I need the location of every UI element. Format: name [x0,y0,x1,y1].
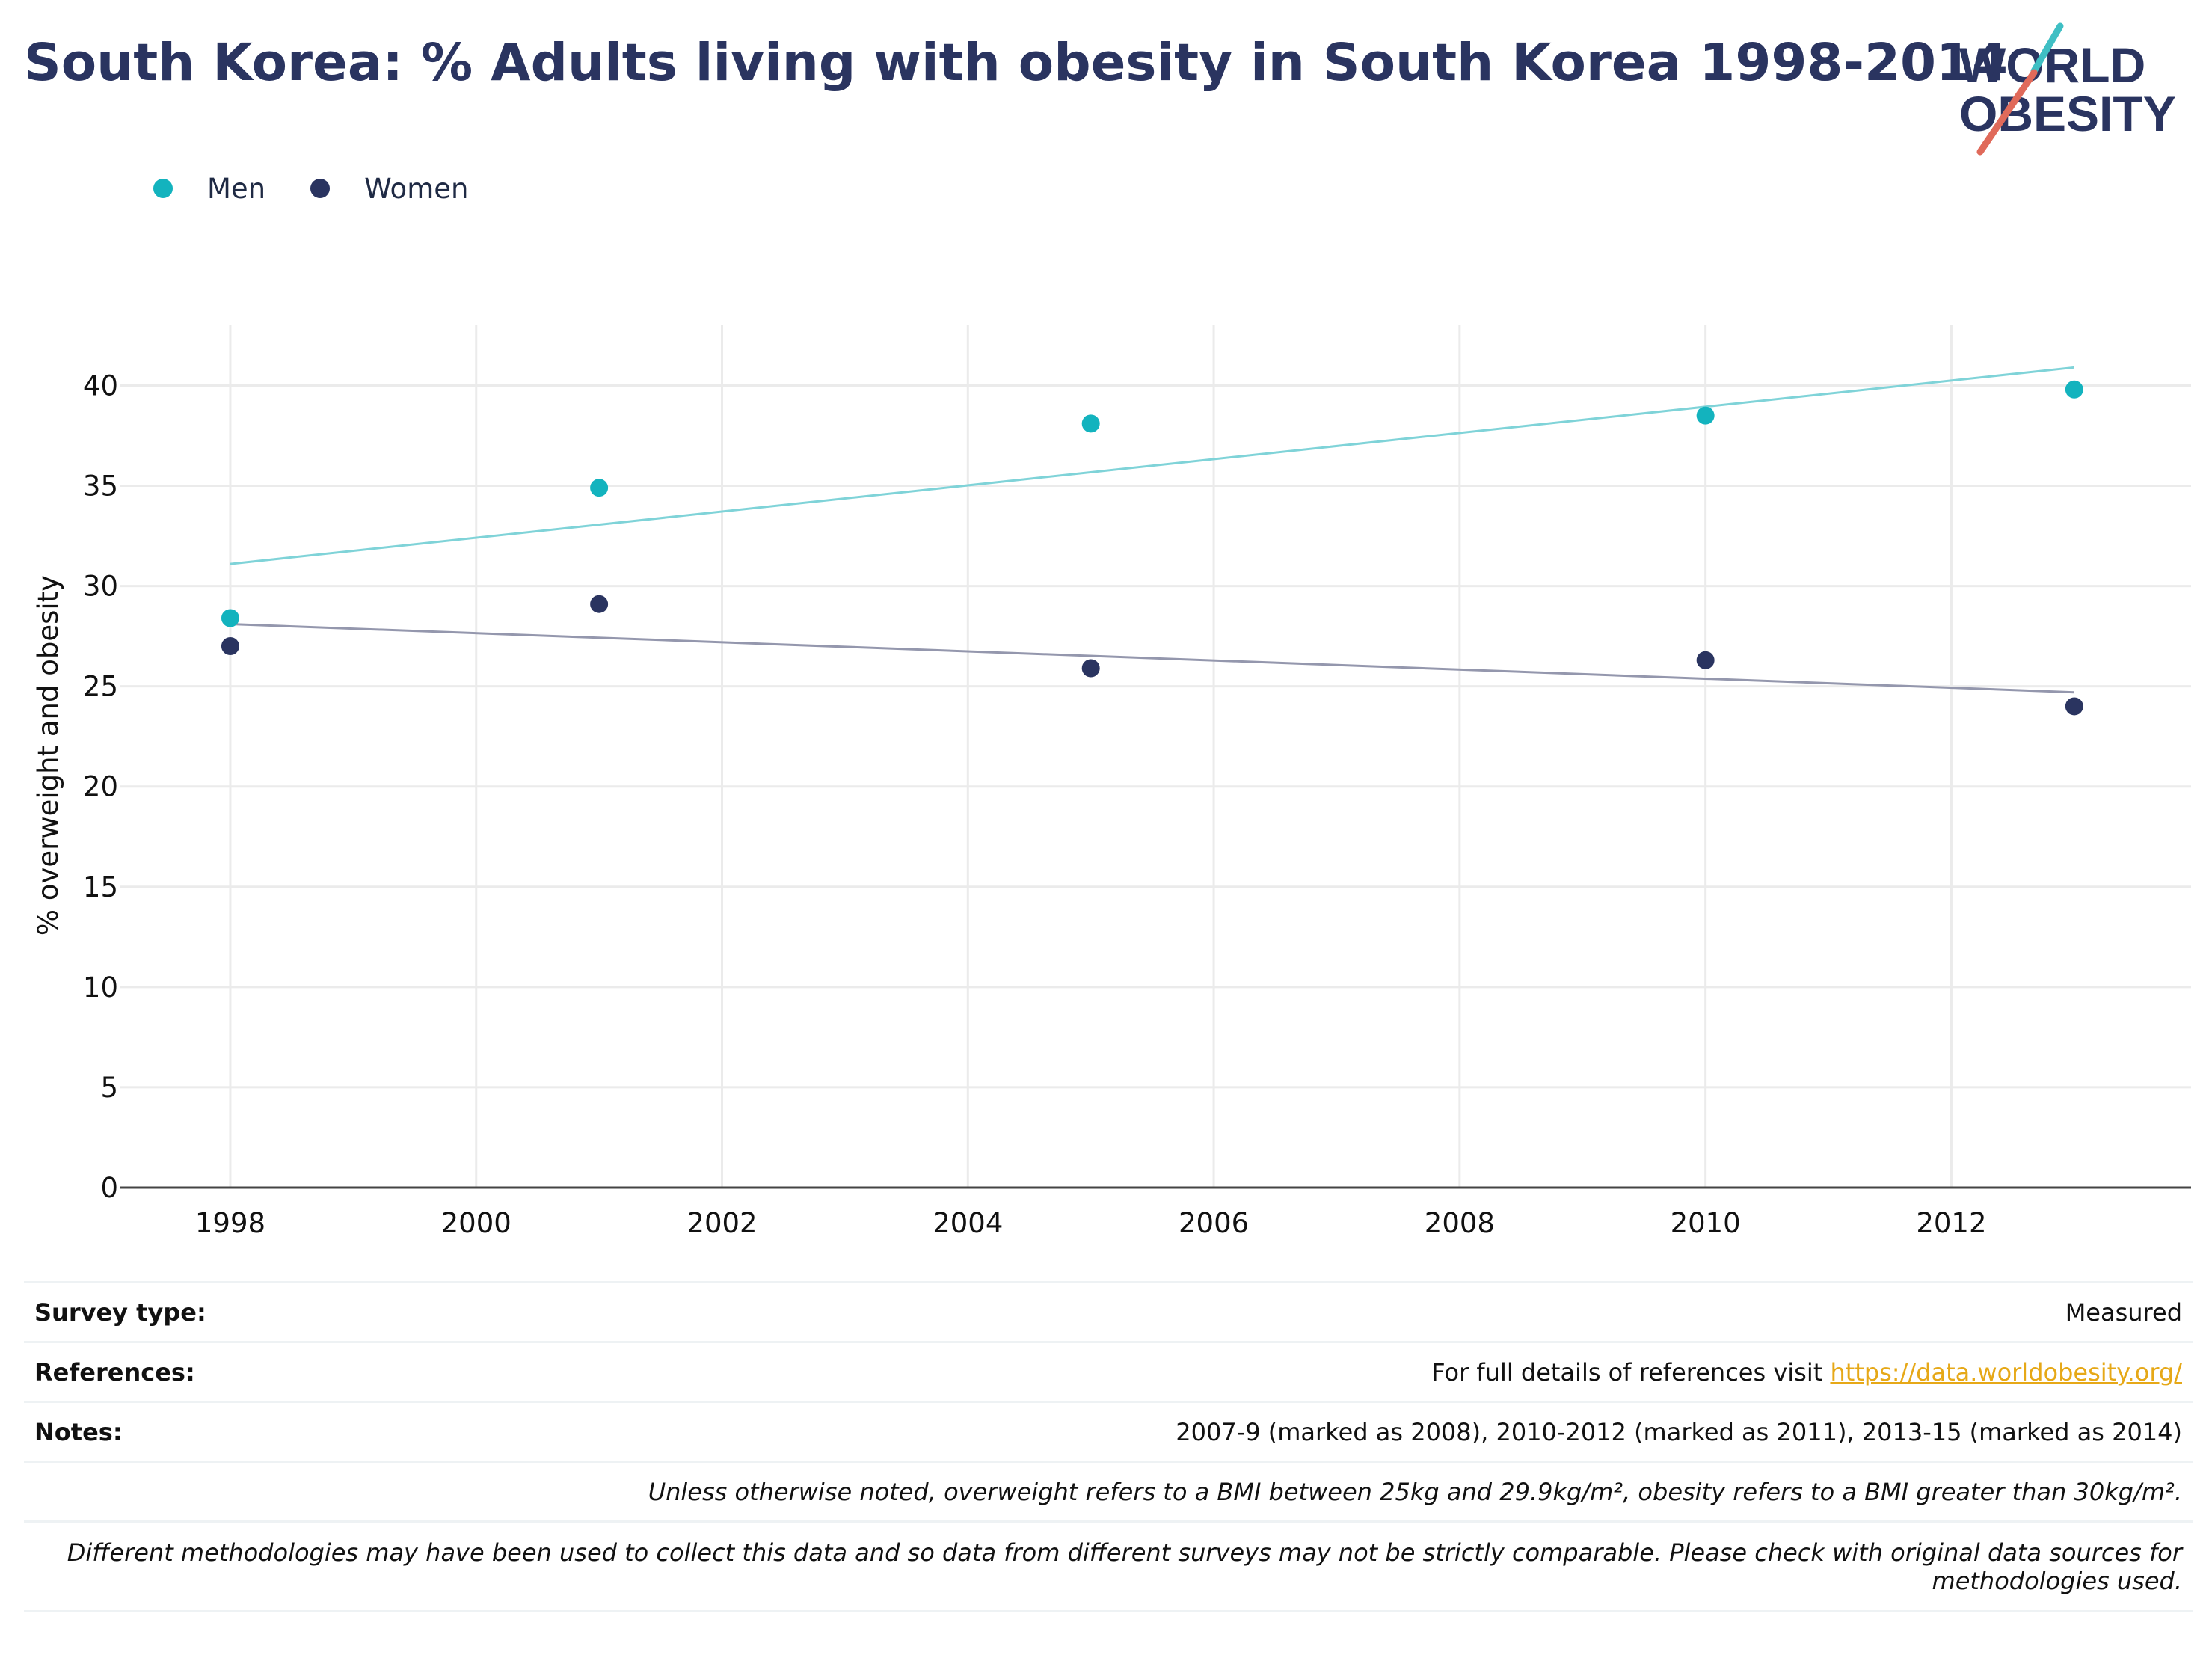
references-value: For full details of references visit htt… [1431,1358,2193,1387]
y-tick-label: 5 [100,1072,118,1104]
notes-row: Notes: 2007-9 (marked as 2008), 2010-201… [24,1401,2193,1461]
legend-marker-women [310,179,331,198]
references-label: References: [34,1357,195,1387]
data-point-men [1081,414,1100,433]
logo-slash-teal [2030,22,2064,75]
survey-type-label: Survey type: [34,1298,206,1327]
data-point-men [1696,406,1715,425]
x-tick-label: 2000 [441,1207,511,1239]
method-note: Different methodologies may have been us… [67,1538,2182,1595]
method-note-row: Different methodologies may have been us… [24,1520,2193,1612]
y-tick-label: 10 [83,971,118,1004]
data-point-men [221,609,239,627]
trend-line-men [230,366,2074,565]
legend-item-men[interactable]: Men [153,173,265,205]
logo-text-world: WORLD [1959,37,2145,93]
data-point-women [2065,697,2083,716]
data-point-women [1081,659,1100,678]
x-tick-label: 2006 [1179,1207,1249,1239]
x-tick-label: 2010 [1671,1207,1741,1239]
y-tick-label: 35 [83,470,118,503]
survey-type-value: Measured [2065,1298,2182,1327]
legend-marker-men [153,179,173,198]
y-axis-label: % overweight and obesity [32,575,64,936]
bmi-note: Unless otherwise noted, overweight refer… [648,1477,2182,1506]
page-title: South Korea: % Adults living with obesit… [24,33,2009,93]
x-tick-label: 2004 [933,1207,1003,1239]
data-point-women [221,637,239,656]
data-point-men [2065,380,2083,399]
scatter-chart: 1998 2000 2002 2004 2006 2008 2010 2012 0 5 10 15 20… [32,325,2191,1239]
logo-slash-red [1976,69,2038,156]
notes-value: 2007-9 (marked as 2008), 2010-2012 (mark… [1176,1417,2182,1446]
x-tick-label: 2008 [1425,1207,1495,1239]
bmi-note-row: Unless otherwise noted, overweight refer… [24,1461,2193,1520]
trend-line-women [230,623,2074,694]
x-tick-label: 2012 [1916,1207,1986,1239]
world-obesity-logo: WORLD OBESITY [1959,22,2176,156]
data-point-women [1696,651,1715,669]
notes-label: Notes: [34,1417,123,1446]
x-tick-label: 2002 [686,1207,757,1239]
y-tick-label: 0 [100,1172,118,1204]
y-tick-label: 40 [83,369,118,402]
trend-lines [230,366,2074,694]
x-tick-label: 1998 [195,1207,265,1239]
references-row: References: For full details of referenc… [24,1341,2193,1401]
y-tick-label: 25 [83,671,118,703]
chart-legend: Men Women [153,168,513,209]
data-point-women [590,595,609,613]
references-link[interactable]: https://data.worldobesity.org/ [1830,1357,2182,1387]
references-text: For full details of references visit [1431,1357,1831,1387]
survey-type-row: Survey type: Measured [24,1281,2193,1341]
y-tick-label: 15 [83,871,118,903]
axes: 1998 2000 2002 2004 2006 2008 2010 2012 0 5 10 15 20… [83,369,2191,1239]
data-points [221,380,2083,716]
grid-lines [120,325,2191,1188]
y-tick-label: 30 [83,571,118,603]
y-tick-label: 20 [83,771,118,803]
data-point-men [590,479,609,497]
legend-item-women[interactable]: Women [310,173,468,205]
legend-label-men: Men [207,172,266,205]
legend-label-women: Women [364,172,469,205]
info-table: Survey type: Measured References: For fu… [24,1281,2193,1612]
